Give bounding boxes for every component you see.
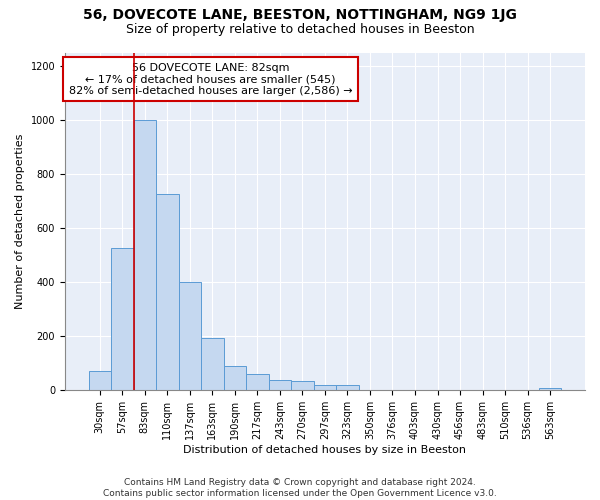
Bar xyxy=(336,385,359,390)
Text: 56, DOVECOTE LANE, BEESTON, NOTTINGHAM, NG9 1JG: 56, DOVECOTE LANE, BEESTON, NOTTINGHAM, … xyxy=(83,8,517,22)
Bar xyxy=(539,388,562,390)
Bar xyxy=(269,380,291,390)
Bar xyxy=(89,372,111,390)
Bar xyxy=(314,385,336,390)
Bar xyxy=(224,366,246,390)
Bar xyxy=(134,120,156,390)
Bar xyxy=(246,374,269,390)
Bar xyxy=(111,248,134,390)
Text: 56 DOVECOTE LANE: 82sqm
← 17% of detached houses are smaller (545)
82% of semi-d: 56 DOVECOTE LANE: 82sqm ← 17% of detache… xyxy=(69,62,352,96)
Bar xyxy=(179,282,201,391)
X-axis label: Distribution of detached houses by size in Beeston: Distribution of detached houses by size … xyxy=(184,445,466,455)
Y-axis label: Number of detached properties: Number of detached properties xyxy=(15,134,25,309)
Bar xyxy=(201,338,224,390)
Text: Size of property relative to detached houses in Beeston: Size of property relative to detached ho… xyxy=(125,22,475,36)
Bar xyxy=(291,381,314,390)
Bar xyxy=(156,194,179,390)
Text: Contains HM Land Registry data © Crown copyright and database right 2024.
Contai: Contains HM Land Registry data © Crown c… xyxy=(103,478,497,498)
